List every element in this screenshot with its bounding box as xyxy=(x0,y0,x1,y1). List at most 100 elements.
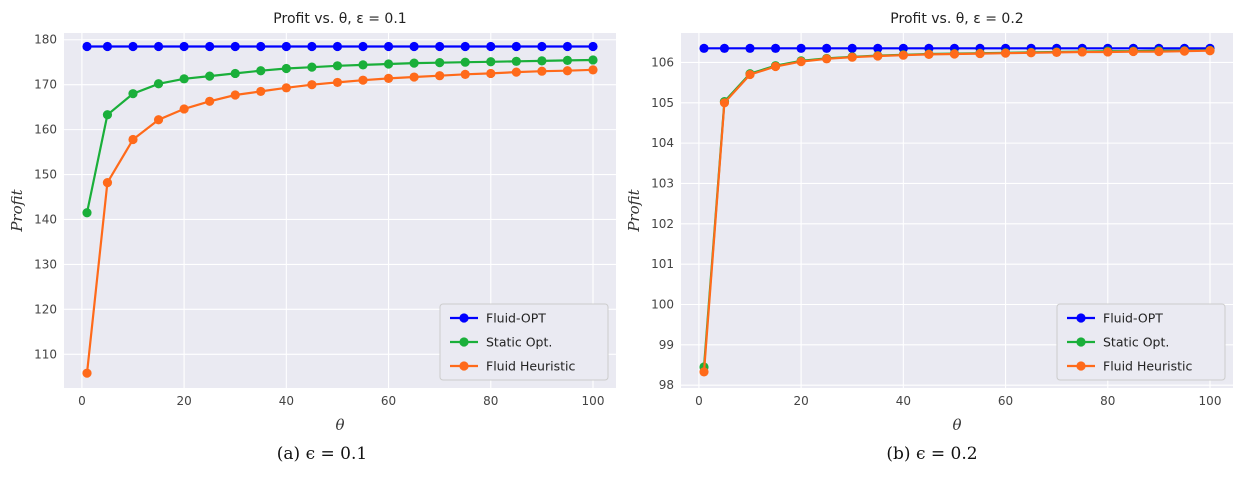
x-tick-label: 40 xyxy=(896,394,911,408)
legend: Fluid-OPT Static Opt. Fluid Heuristic xyxy=(439,303,609,381)
y-tick-label: 104 xyxy=(651,136,674,150)
y-tick-label: 105 xyxy=(651,96,674,110)
data-point xyxy=(796,43,806,53)
data-point xyxy=(435,58,445,68)
y-tick-label: 98 xyxy=(659,378,674,392)
data-point xyxy=(153,79,164,89)
legend-marker xyxy=(1076,313,1086,323)
data-point xyxy=(307,80,317,90)
legend-marker xyxy=(459,337,469,347)
panel-b: 0 20 40 60 80 100 98 99 100 101 102 103 104 105 106 Pro… xyxy=(625,11,1233,434)
data-point xyxy=(511,41,521,52)
data-point xyxy=(409,41,419,52)
x-tick-label: 80 xyxy=(1100,394,1115,408)
data-point xyxy=(1052,47,1062,57)
data-point xyxy=(383,59,394,69)
legend-label: Static Opt. xyxy=(1103,335,1169,350)
legend-box xyxy=(439,303,609,381)
legend-label: Static Opt. xyxy=(486,335,552,350)
y-tick-label: 106 xyxy=(651,55,674,69)
data-point xyxy=(82,41,92,52)
figure: 0 20 40 60 80 100 110 120 130 140 150 160 170 180 Prof… xyxy=(8,11,1233,434)
data-point xyxy=(128,89,138,99)
data-point xyxy=(562,41,573,52)
data-point xyxy=(537,56,547,66)
data-point xyxy=(128,134,138,145)
data-point xyxy=(924,49,934,59)
x-tick-label: 80 xyxy=(483,394,498,408)
data-point xyxy=(179,74,189,84)
data-point xyxy=(205,41,215,52)
y-tick-label: 150 xyxy=(34,168,57,182)
chart-title: Profit vs. θ, ε = 0.2 xyxy=(890,11,1023,27)
y-tick-label: 130 xyxy=(34,257,57,271)
y-tick-label: 170 xyxy=(34,78,57,92)
data-point xyxy=(102,178,113,188)
data-point xyxy=(562,66,573,76)
panel-a: 0 20 40 60 80 100 110 120 130 140 150 160 170 180 Prof… xyxy=(8,11,616,434)
data-point xyxy=(1026,48,1036,58)
data-point xyxy=(332,77,343,88)
data-point xyxy=(898,43,908,53)
data-point xyxy=(699,43,709,53)
data-point xyxy=(1179,46,1190,56)
data-point xyxy=(82,208,92,218)
data-point xyxy=(873,43,883,53)
data-point xyxy=(383,73,394,83)
y-tick-label: 120 xyxy=(34,302,57,316)
data-point xyxy=(383,41,394,52)
data-point xyxy=(511,67,521,77)
data-point xyxy=(179,41,189,52)
legend-label: Fluid Heuristic xyxy=(1103,359,1192,374)
caption-b: (b) ϵ = 0.2 xyxy=(886,444,978,464)
data-point xyxy=(358,60,368,70)
data-point xyxy=(153,41,164,52)
data-point xyxy=(588,65,598,75)
y-axis-label: Profit xyxy=(625,188,643,232)
data-point xyxy=(486,41,496,52)
y-tick-label: 180 xyxy=(34,33,57,47)
data-point xyxy=(281,41,291,52)
data-point xyxy=(409,58,419,68)
data-point xyxy=(358,75,368,85)
data-point xyxy=(460,57,470,67)
data-point xyxy=(82,368,92,378)
data-point xyxy=(699,367,709,377)
series-fluid-heuristic xyxy=(699,46,1215,377)
legend-marker xyxy=(459,361,469,371)
series-static-opt xyxy=(82,55,598,218)
data-point xyxy=(332,61,343,71)
data-point xyxy=(256,86,266,97)
legend: Fluid-OPT Static Opt. Fluid Heuristic xyxy=(1056,303,1226,381)
data-point xyxy=(332,41,343,52)
data-point xyxy=(281,83,291,93)
data-point xyxy=(102,110,113,120)
series-fluid-opt xyxy=(82,41,598,52)
data-point xyxy=(486,57,496,67)
y-axis-label: Profit xyxy=(8,188,26,232)
data-point xyxy=(128,41,138,52)
legend-label: Fluid-OPT xyxy=(1103,311,1163,326)
data-point xyxy=(460,41,470,52)
data-point xyxy=(179,104,189,114)
data-point xyxy=(745,43,755,53)
y-tick-label: 100 xyxy=(651,297,674,311)
x-tick-label: 100 xyxy=(582,394,605,408)
data-point xyxy=(898,50,908,60)
y-tick-label: 103 xyxy=(651,176,674,190)
legend-marker xyxy=(1076,361,1086,371)
data-point xyxy=(847,43,857,53)
legend-label: Fluid Heuristic xyxy=(486,359,575,374)
y-tick-label: 101 xyxy=(651,257,674,271)
chart-title: Profit vs. θ, ε = 0.1 xyxy=(273,11,406,27)
caption-a: (a) ϵ = 0.1 xyxy=(276,444,368,464)
data-point xyxy=(1103,47,1113,57)
data-point xyxy=(975,48,985,59)
data-point xyxy=(1077,47,1087,57)
data-point xyxy=(102,41,113,52)
data-point xyxy=(256,41,266,52)
data-point xyxy=(719,43,730,53)
data-point xyxy=(205,96,215,106)
data-point xyxy=(822,43,832,53)
y-tick-label: 110 xyxy=(34,347,57,361)
